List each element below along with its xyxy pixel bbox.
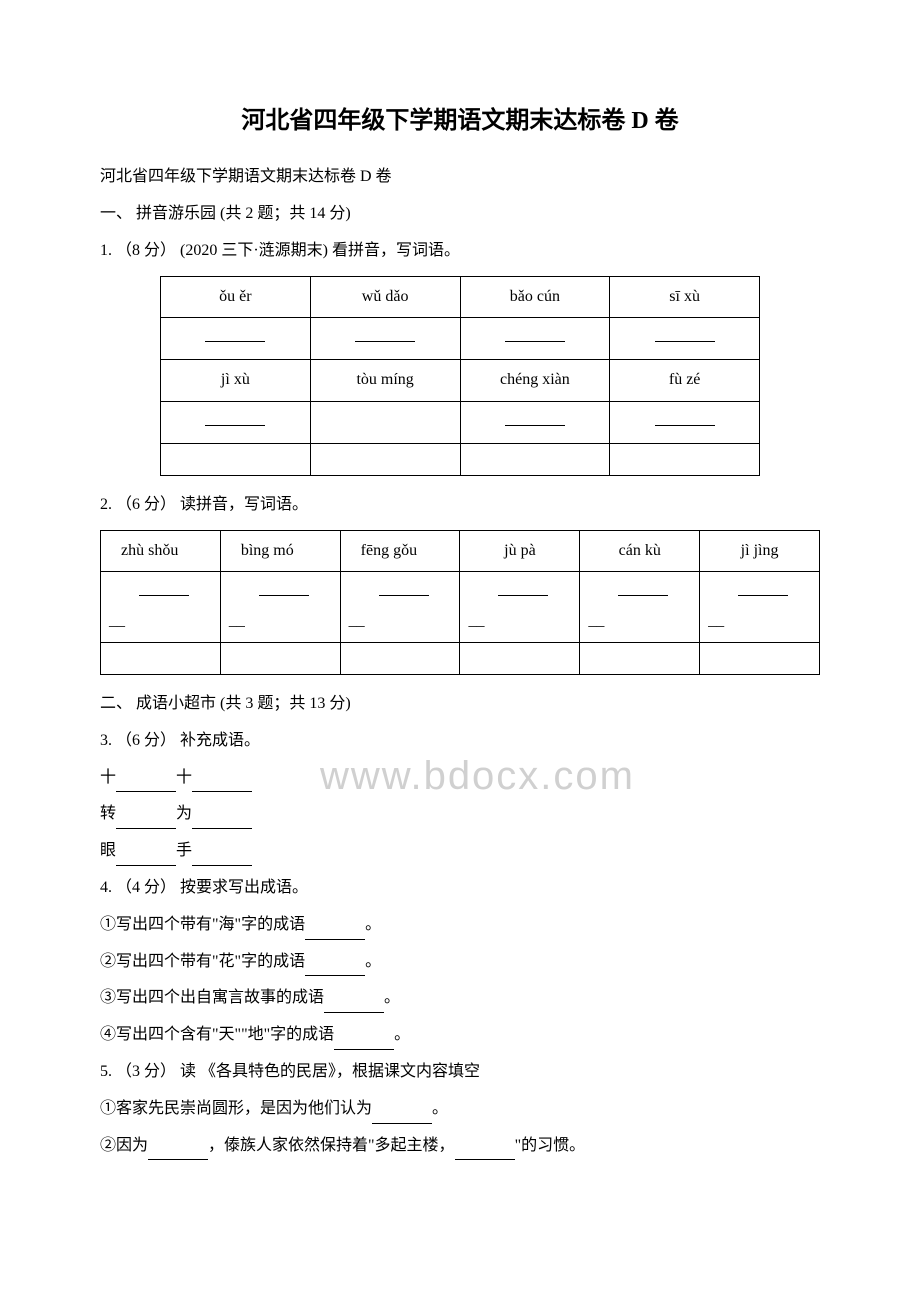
pinyin-cell: sī xù: [610, 276, 760, 318]
q5-text: ，傣族人家依然保持着"多起主楼，: [208, 1137, 455, 1154]
pinyin-cell: chéng xiàn: [460, 360, 610, 402]
q4-item: ①写出四个带有"海"字的成语 。: [100, 911, 820, 940]
q4-item: ②写出四个带有"花"字的成语 。: [100, 948, 820, 977]
answer-cell: [340, 642, 460, 674]
q3-item: 十十: [100, 764, 820, 793]
answer-cell: [700, 642, 820, 674]
q4-text: ④写出四个含有"天""地"字的成语: [100, 1026, 334, 1043]
answer-cell: [161, 318, 311, 360]
q1-prefix: 1. （8 分） (2020 三下·涟源期末) 看拼音，写词语。: [100, 237, 820, 266]
answer-cell: [310, 318, 460, 360]
q3-part: 眼: [100, 842, 116, 859]
q5-prefix: 5. （3 分） 读 《各具特色的民居》，根据课文内容填空: [100, 1058, 820, 1087]
q4-text: ①写出四个带有"海"字的成语: [100, 916, 305, 933]
table-row: ǒu ěr wǔ dǎo bǎo cún sī xù: [161, 276, 760, 318]
q5-text: ①客家先民崇尚圆形，是因为他们认为: [100, 1100, 372, 1117]
pinyin-cell: zhù shǒu: [101, 530, 221, 572]
q3-part: 十: [176, 769, 192, 786]
answer-cell: __: [580, 572, 700, 643]
pinyin-cell: bǎo cún: [460, 276, 610, 318]
answer-cell: __: [220, 572, 340, 643]
answer-cell: [460, 401, 610, 443]
table-row: __ __ __ __ __ __: [101, 572, 820, 643]
answer-cell: __: [700, 572, 820, 643]
table-row: [161, 443, 760, 475]
pinyin-cell: cán kù: [580, 530, 700, 572]
answer-cell: __: [101, 572, 221, 643]
period: 。: [365, 953, 381, 970]
pinyin-cell: tòu míng: [310, 360, 460, 402]
pinyin-cell: jù pà: [460, 530, 580, 572]
answer-cell: [580, 642, 700, 674]
q4-text: ③写出四个出自寓言故事的成语: [100, 989, 324, 1006]
q3-prefix: 3. （6 分） 补充成语。: [100, 727, 820, 756]
pinyin-cell: wǔ dǎo: [310, 276, 460, 318]
pinyin-cell: jì jìng: [700, 530, 820, 572]
q2-table: zhù shǒu bìng mó fēng gǒu jù pà cán kù j…: [100, 530, 820, 675]
table-row: [161, 401, 760, 443]
q5-item: ②因为 ，傣族人家依然保持着"多起主楼， "的习惯。: [100, 1132, 820, 1161]
table-row: jì xù tòu míng chéng xiàn fù zé: [161, 360, 760, 402]
table-row: zhù shǒu bìng mó fēng gǒu jù pà cán kù j…: [101, 530, 820, 572]
answer-cell: __: [460, 572, 580, 643]
q3-item: 转为: [100, 800, 820, 829]
pinyin-cell: fēng gǒu: [340, 530, 460, 572]
answer-cell: [610, 401, 760, 443]
q4-text: ②写出四个带有"花"字的成语: [100, 953, 305, 970]
answer-cell: [220, 642, 340, 674]
subtitle: 河北省四年级下学期语文期末达标卷 D 卷: [100, 163, 820, 192]
q4-item: ③写出四个出自寓言故事的成语 。: [100, 984, 820, 1013]
q3-item: 眼手: [100, 837, 820, 866]
answer-cell: [610, 443, 760, 475]
answer-cell: __: [340, 572, 460, 643]
q3-part: 手: [176, 842, 192, 859]
q1-table: ǒu ěr wǔ dǎo bǎo cún sī xù jì xù tòu mín…: [160, 276, 760, 476]
q4-prefix: 4. （4 分） 按要求写出成语。: [100, 874, 820, 903]
q3-part: 十: [100, 769, 116, 786]
answer-cell: [610, 318, 760, 360]
section2-heading: 二、 成语小超市 (共 3 题；共 13 分): [100, 690, 820, 719]
answer-cell: [161, 443, 311, 475]
table-row: [101, 642, 820, 674]
period: 。: [365, 916, 381, 933]
answer-cell: [460, 642, 580, 674]
answer-cell: [310, 443, 460, 475]
q3-part: 为: [176, 805, 192, 822]
q5-text: "的习惯。: [515, 1137, 586, 1154]
pinyin-cell: bìng mó: [220, 530, 340, 572]
answer-cell: [161, 401, 311, 443]
q2-prefix: 2. （6 分） 读拼音，写词语。: [100, 491, 820, 520]
table-row: [161, 318, 760, 360]
period: 。: [384, 989, 400, 1006]
section1-heading: 一、 拼音游乐园 (共 2 题；共 14 分): [100, 200, 820, 229]
period: 。: [394, 1026, 410, 1043]
answer-cell: [310, 401, 460, 443]
pinyin-cell: fù zé: [610, 360, 760, 402]
q4-item: ④写出四个含有"天""地"字的成语 。: [100, 1021, 820, 1050]
pinyin-cell: ǒu ěr: [161, 276, 311, 318]
q5-text: ②因为: [100, 1137, 148, 1154]
page-title: 河北省四年级下学期语文期末达标卷 D 卷: [100, 100, 820, 143]
q5-item: ①客家先民崇尚圆形，是因为他们认为 。: [100, 1095, 820, 1124]
answer-cell: [460, 443, 610, 475]
q5-text: 。: [432, 1100, 448, 1117]
answer-cell: [101, 642, 221, 674]
answer-cell: [460, 318, 610, 360]
q3-part: 转: [100, 805, 116, 822]
pinyin-cell: jì xù: [161, 360, 311, 402]
